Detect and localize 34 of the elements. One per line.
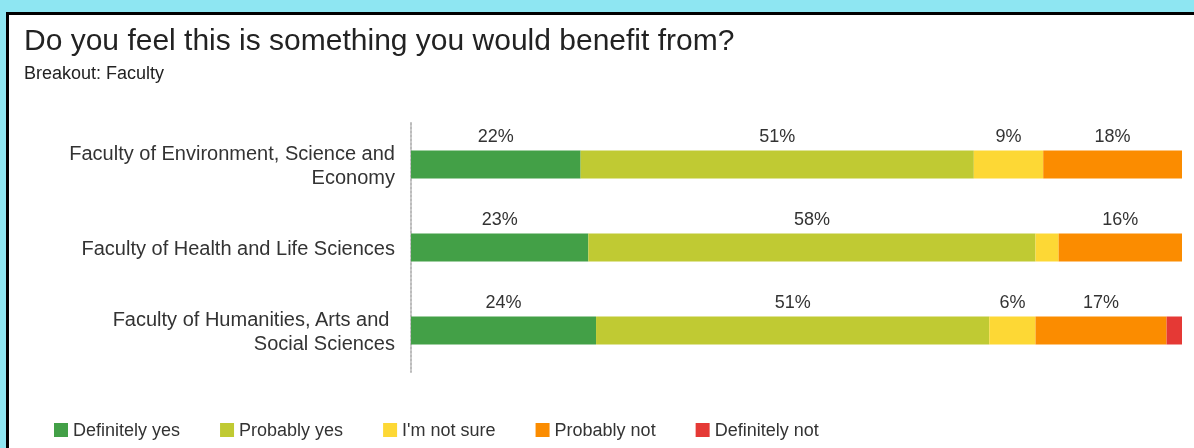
data-label: 6% bbox=[999, 291, 1026, 312]
data-label: 24% bbox=[485, 291, 522, 312]
bar bbox=[973, 150, 1044, 179]
data-label: 17% bbox=[1083, 291, 1120, 312]
y-tick-label: Faculty of Environment, Science and Economy bbox=[69, 141, 395, 188]
data-label: 23% bbox=[481, 208, 518, 229]
data-label: 51% bbox=[774, 291, 811, 312]
bar bbox=[1166, 316, 1182, 345]
legend-label: Definitely not bbox=[714, 420, 819, 440]
data-label: 58% bbox=[793, 208, 830, 229]
bar bbox=[1035, 233, 1059, 262]
y-tick-label: Faculty of Humanities, Arts and Social Sciences bbox=[112, 307, 395, 354]
bar bbox=[596, 316, 990, 345]
chart-title: Do you feel this is something you would benefit from? bbox=[24, 22, 735, 56]
bar bbox=[588, 233, 1036, 262]
legend-label: Probably not bbox=[554, 420, 656, 440]
legend-label: Probably yes bbox=[239, 420, 344, 440]
bar bbox=[1043, 150, 1182, 179]
data-label: 51% bbox=[759, 125, 796, 146]
data-label: 22% bbox=[477, 125, 514, 146]
data-label: 16% bbox=[1102, 208, 1139, 229]
y-tick-label: Faculty of Health and Life Sciences bbox=[81, 236, 395, 259]
data-label: 9% bbox=[995, 125, 1022, 146]
bar bbox=[411, 316, 597, 345]
bar bbox=[580, 150, 974, 179]
bar bbox=[1035, 316, 1167, 345]
bar bbox=[989, 316, 1036, 345]
text: Breakout: Faculty bbox=[24, 63, 165, 83]
bar bbox=[411, 233, 589, 262]
bar bbox=[1058, 233, 1182, 262]
legend-label: Definitely yes bbox=[73, 420, 181, 440]
data-label: 18% bbox=[1094, 125, 1131, 146]
legend-label: I'm not sure bbox=[402, 420, 496, 440]
bar bbox=[411, 150, 581, 179]
